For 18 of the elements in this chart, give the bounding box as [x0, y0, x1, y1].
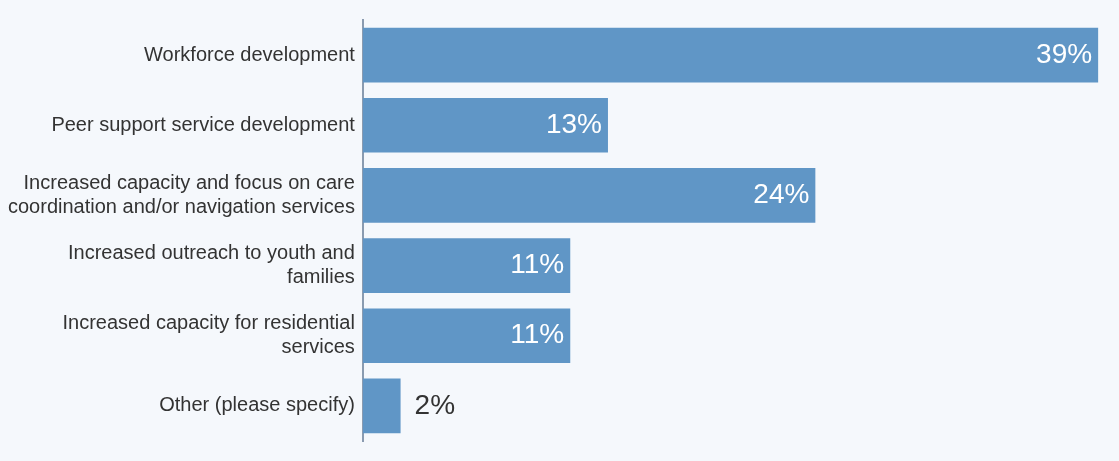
data-label: 13% — [545, 107, 602, 139]
data-label: 39% — [1036, 37, 1093, 69]
y-tick-label: Other (please specify) — [159, 393, 355, 416]
data-label: 11% — [510, 318, 565, 350]
y-tick-label: Peer support service development — [51, 112, 356, 135]
bar — [362, 378, 401, 434]
y-tick-label: Increased capacity and focus on care coordination and/or navigation services — [8, 170, 355, 217]
bar — [362, 97, 608, 153]
y-tick-label: Workforce development — [144, 42, 356, 65]
data-label: 24% — [753, 178, 810, 210]
data-label: 2% — [414, 388, 456, 420]
bar — [362, 27, 1099, 83]
bar — [362, 168, 816, 223]
bar — [362, 238, 571, 293]
bar — [362, 308, 571, 364]
y-tick-label: Increased outreach to youth and families — [68, 241, 355, 288]
data-label: 11% — [510, 248, 565, 280]
y-tick-label: Increased capacity for residential services — [62, 311, 355, 358]
